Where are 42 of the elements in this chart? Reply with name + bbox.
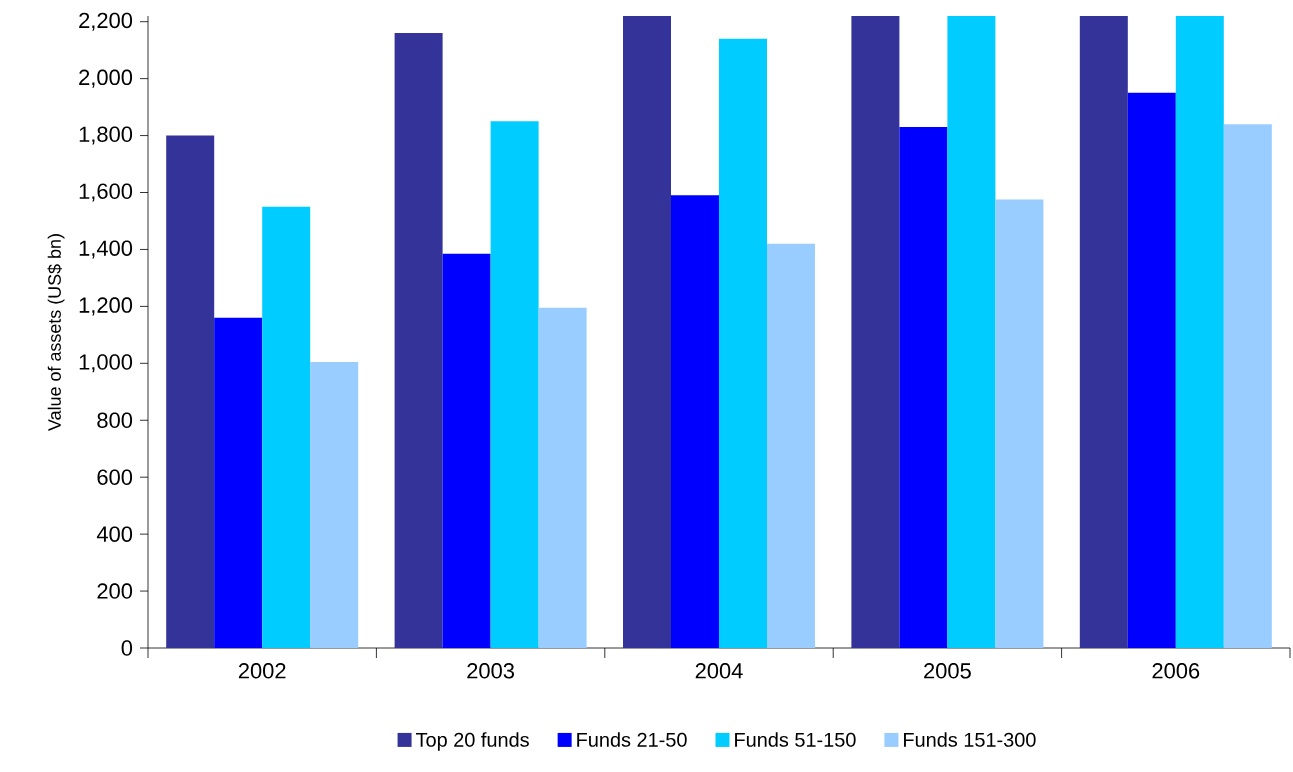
bar bbox=[623, 15, 671, 648]
bar bbox=[166, 135, 215, 648]
bar bbox=[1175, 15, 1224, 648]
y-tick-label: 1,200 bbox=[79, 297, 133, 316]
bar bbox=[719, 38, 767, 648]
y-tick-label: 0 bbox=[121, 640, 133, 656]
y-tick-label: 600 bbox=[97, 469, 133, 485]
y-axis-title: Value of assets (US$ bn) bbox=[47, 234, 65, 431]
y-tick-label: 1,600 bbox=[79, 183, 133, 202]
x-tick-label: 2002 bbox=[238, 663, 286, 679]
legend-label: Top 20 funds bbox=[415, 732, 529, 751]
bar bbox=[995, 199, 1044, 648]
bar bbox=[442, 253, 491, 648]
bar bbox=[851, 15, 900, 648]
x-tick-label: 2004 bbox=[695, 663, 743, 679]
bar bbox=[767, 243, 815, 648]
bar bbox=[1223, 124, 1272, 648]
y-tick-label: 200 bbox=[97, 583, 133, 599]
y-tick-label: 1,400 bbox=[79, 240, 133, 259]
y-tick-label: 400 bbox=[96, 526, 133, 542]
bar bbox=[394, 33, 443, 648]
y-tick-label: 2,000 bbox=[79, 69, 133, 88]
legend-label: Funds 21-50 bbox=[577, 732, 687, 747]
legend-label: Funds 151-300 bbox=[904, 732, 1036, 747]
x-tick-label: 2005 bbox=[924, 663, 971, 679]
y-tick-label: 1,800 bbox=[79, 126, 133, 145]
bar bbox=[899, 127, 948, 648]
y-tick-label: 2,200 bbox=[79, 12, 133, 31]
bar bbox=[490, 121, 539, 648]
x-tick-label: 2006 bbox=[1152, 663, 1200, 679]
y-tick-label: 1,000 bbox=[79, 354, 133, 373]
bar bbox=[1079, 15, 1128, 648]
y-tick-label: 800 bbox=[97, 412, 133, 429]
bar bbox=[671, 195, 719, 648]
bar bbox=[262, 206, 311, 648]
x-tick-label: 2003 bbox=[467, 663, 514, 679]
bar bbox=[1127, 92, 1176, 648]
bar bbox=[214, 317, 263, 648]
bar bbox=[947, 15, 996, 648]
bar bbox=[310, 361, 359, 648]
legend-label: Funds 51-150 bbox=[735, 732, 856, 747]
bar bbox=[538, 307, 587, 648]
